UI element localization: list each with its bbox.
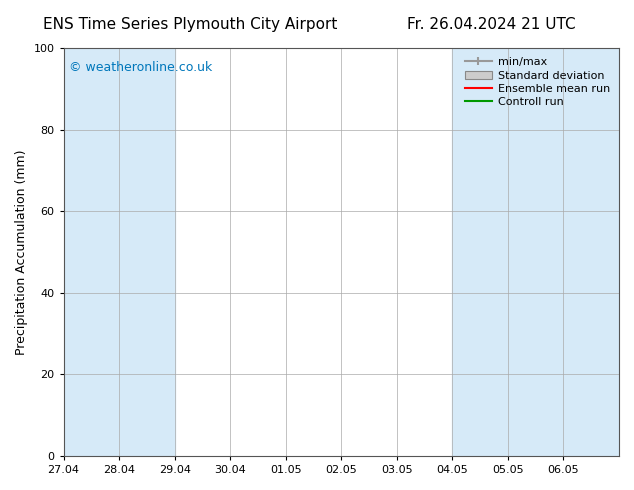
Text: © weatheronline.co.uk: © weatheronline.co.uk: [69, 61, 212, 74]
Text: ENS Time Series Plymouth City Airport: ENS Time Series Plymouth City Airport: [43, 17, 337, 32]
Y-axis label: Precipitation Accumulation (mm): Precipitation Accumulation (mm): [15, 149, 28, 355]
Text: Fr. 26.04.2024 21 UTC: Fr. 26.04.2024 21 UTC: [407, 17, 576, 32]
Legend: min/max, Standard deviation, Ensemble mean run, Controll run: min/max, Standard deviation, Ensemble me…: [461, 54, 614, 111]
Bar: [453, 49, 619, 456]
Bar: [63, 49, 174, 456]
